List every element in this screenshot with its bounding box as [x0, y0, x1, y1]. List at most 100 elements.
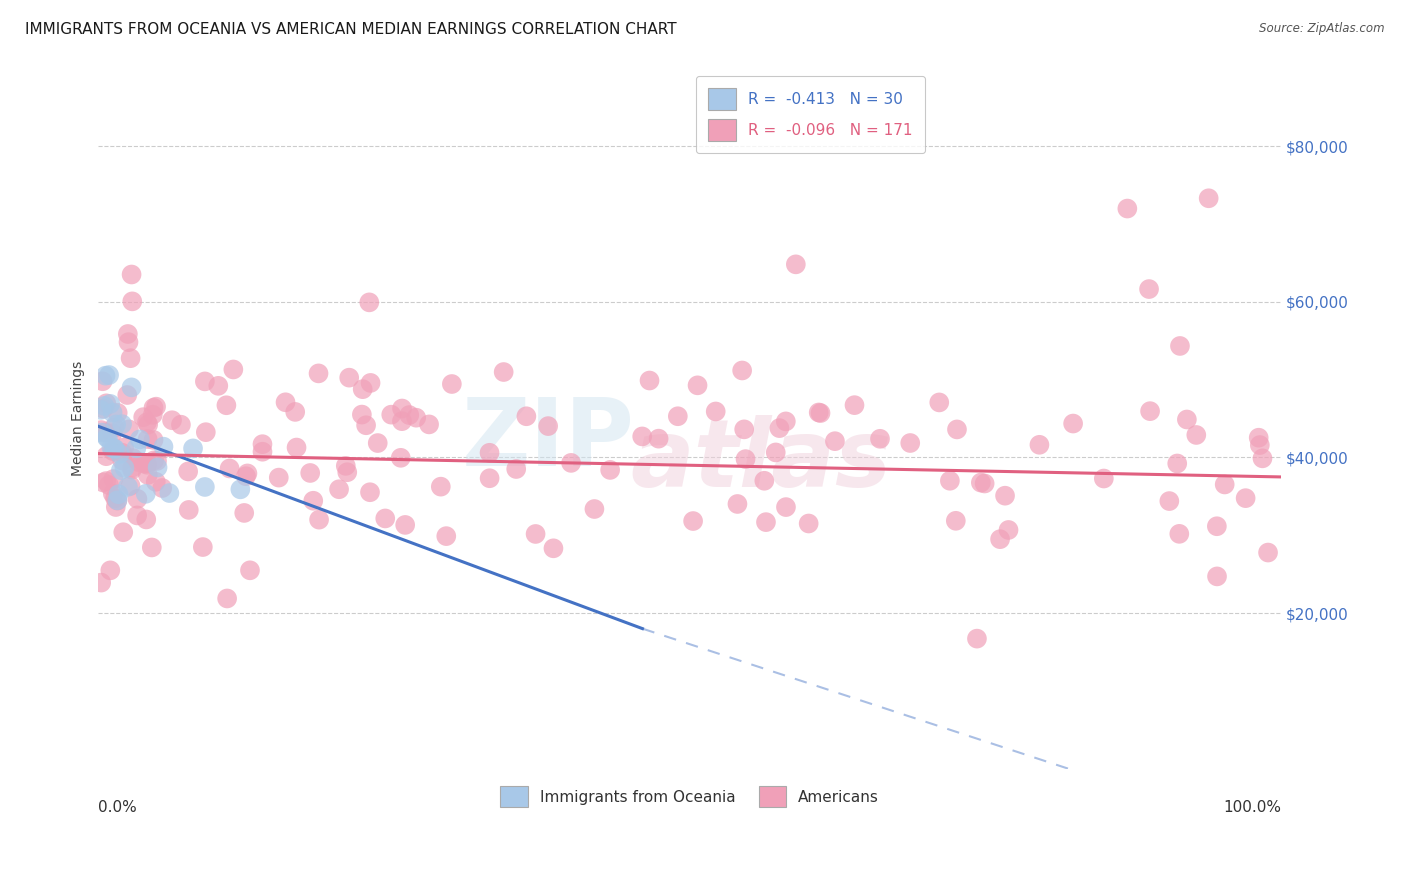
- Point: [135, 512, 157, 526]
- Point: [141, 541, 163, 555]
- Point: [274, 395, 297, 409]
- Point: [136, 458, 159, 472]
- Point: [93, 401, 115, 416]
- Point: [359, 485, 381, 500]
- Point: [337, 370, 360, 384]
- Point: [367, 436, 389, 450]
- Point: [91, 374, 114, 388]
- Point: [135, 487, 157, 501]
- Point: [222, 362, 245, 376]
- Text: 0.0%: 0.0%: [98, 800, 138, 815]
- Point: [101, 444, 124, 458]
- Point: [121, 268, 143, 282]
- Point: [599, 463, 621, 477]
- Point: [101, 486, 124, 500]
- Point: [239, 563, 262, 577]
- Point: [898, 436, 921, 450]
- Point: [560, 456, 582, 470]
- Point: [91, 475, 114, 490]
- Point: [1198, 191, 1220, 205]
- Point: [177, 503, 200, 517]
- Point: [132, 410, 155, 425]
- Point: [91, 425, 114, 440]
- Point: [1159, 494, 1181, 508]
- Point: [101, 406, 124, 420]
- Point: [360, 376, 382, 390]
- Point: [136, 432, 159, 446]
- Point: [537, 419, 560, 434]
- Point: [194, 425, 217, 440]
- Point: [308, 513, 330, 527]
- Point: [686, 378, 709, 392]
- Point: [170, 417, 193, 432]
- Point: [682, 514, 704, 528]
- Point: [1168, 339, 1191, 353]
- Point: [285, 441, 308, 455]
- Point: [97, 431, 120, 445]
- Point: [121, 380, 143, 394]
- Point: [1247, 431, 1270, 445]
- Point: [939, 474, 962, 488]
- Point: [98, 563, 121, 577]
- Text: Source: ZipAtlas.com: Source: ZipAtlas.com: [1260, 22, 1385, 36]
- Point: [1166, 457, 1188, 471]
- Point: [1206, 569, 1229, 583]
- Point: [492, 365, 515, 379]
- Point: [127, 508, 149, 523]
- Point: [217, 591, 239, 606]
- Point: [122, 450, 145, 465]
- Point: [1205, 519, 1227, 533]
- Point: [145, 400, 167, 414]
- Point: [96, 449, 118, 463]
- Point: [111, 453, 134, 467]
- Point: [1062, 417, 1084, 431]
- Point: [96, 431, 118, 445]
- Point: [177, 465, 200, 479]
- Point: [810, 406, 832, 420]
- Point: [117, 388, 139, 402]
- Point: [583, 502, 606, 516]
- Point: [1028, 438, 1050, 452]
- Point: [103, 442, 125, 456]
- Point: [118, 422, 141, 436]
- Point: [350, 408, 373, 422]
- Point: [100, 441, 122, 455]
- Point: [142, 408, 165, 422]
- Point: [94, 368, 117, 383]
- Point: [543, 541, 565, 556]
- Point: [302, 493, 325, 508]
- Point: [107, 406, 129, 420]
- Point: [90, 423, 112, 437]
- Point: [928, 395, 950, 409]
- Point: [725, 497, 748, 511]
- Point: [505, 462, 527, 476]
- Point: [98, 368, 121, 382]
- Point: [98, 478, 121, 492]
- Point: [103, 420, 125, 434]
- Point: [970, 475, 993, 490]
- Point: [785, 257, 807, 271]
- Point: [1251, 451, 1274, 466]
- Point: [966, 632, 988, 646]
- Point: [284, 405, 307, 419]
- Point: [128, 455, 150, 469]
- Point: [631, 429, 654, 443]
- Point: [430, 480, 453, 494]
- Point: [93, 399, 115, 413]
- Point: [394, 517, 416, 532]
- Point: [440, 377, 463, 392]
- Point: [997, 523, 1019, 537]
- Point: [844, 398, 866, 412]
- Point: [120, 479, 142, 493]
- Legend: Immigrants from Oceania, Americans: Immigrants from Oceania, Americans: [495, 780, 886, 814]
- Point: [229, 483, 252, 497]
- Point: [125, 442, 148, 456]
- Point: [218, 461, 240, 475]
- Point: [434, 529, 457, 543]
- Point: [90, 402, 112, 417]
- Point: [110, 463, 132, 477]
- Point: [389, 450, 412, 465]
- Point: [704, 404, 727, 418]
- Point: [775, 500, 797, 514]
- Point: [94, 474, 117, 488]
